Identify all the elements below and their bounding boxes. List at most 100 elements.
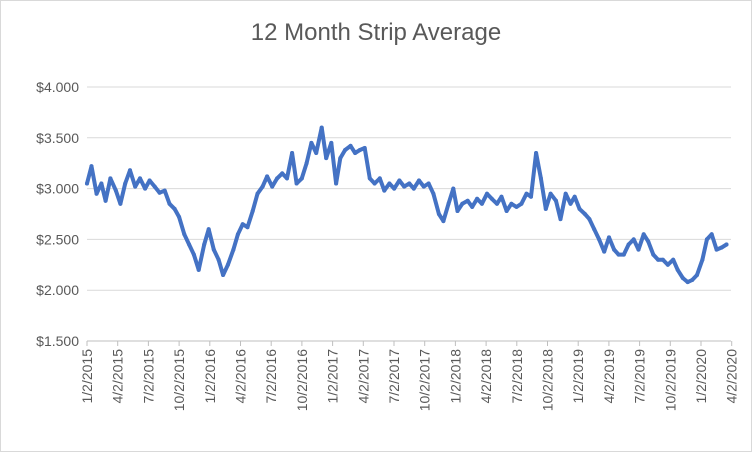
data-point (211, 247, 216, 252)
data-point (568, 201, 573, 206)
data-point (538, 176, 543, 181)
data-point (607, 235, 611, 240)
data-point (152, 184, 157, 189)
series-line (85, 125, 729, 285)
chart-title: 12 Month Strip Average (250, 19, 502, 46)
data-point (680, 276, 685, 280)
data-point (99, 181, 104, 186)
data-point (626, 242, 631, 247)
data-point (103, 198, 108, 203)
data-point (182, 232, 187, 237)
data-point (162, 188, 167, 193)
data-point (558, 217, 563, 222)
y-tick-label: $2.500 (36, 231, 79, 247)
data-point (641, 232, 646, 237)
data-point (675, 267, 680, 272)
data-point (216, 257, 221, 262)
data-point (460, 201, 465, 206)
data-point (240, 222, 245, 227)
data-point (636, 247, 641, 252)
data-point (260, 184, 265, 189)
data-point (290, 151, 295, 155)
data-point (221, 273, 226, 277)
data-point (587, 217, 592, 222)
data-point (202, 242, 207, 247)
data-point (519, 201, 524, 206)
data-point (548, 191, 553, 196)
data-point (191, 252, 196, 257)
data-point (343, 148, 348, 152)
data-point (700, 257, 705, 262)
data-point (709, 232, 714, 237)
data-point (196, 267, 201, 272)
data-point (280, 171, 285, 176)
data-point (407, 181, 412, 186)
data-point (529, 194, 533, 199)
data-point (690, 278, 695, 282)
data-point (685, 280, 690, 285)
data-point (206, 227, 211, 232)
data-point (582, 212, 587, 216)
data-point (225, 262, 230, 267)
data-point (660, 257, 665, 262)
data-point (387, 181, 392, 186)
x-tick-label: 10/2/2019 (662, 349, 678, 411)
x-tick-label: 4/2/2016 (233, 349, 249, 404)
data-point (470, 204, 475, 209)
data-point (543, 206, 548, 211)
data-point (504, 209, 509, 213)
data-point (348, 143, 353, 148)
data-point (509, 201, 514, 206)
x-tick-label: 4/2/2018 (478, 349, 494, 404)
data-point (255, 191, 260, 196)
data-point (382, 188, 387, 193)
data-point (108, 176, 113, 181)
data-point (138, 176, 142, 181)
x-tick-label: 4/2/2019 (601, 349, 617, 404)
x-tick-label: 1/2/2015 (79, 349, 95, 404)
y-tick-label: $2.000 (36, 282, 79, 298)
data-point (465, 198, 470, 203)
data-point (597, 237, 602, 242)
data-point (270, 184, 275, 189)
x-tick-label: 1/2/2018 (447, 349, 463, 404)
data-point (235, 232, 240, 237)
x-tick-label: 7/2/2018 (509, 349, 525, 404)
data-point (172, 206, 177, 211)
data-point (143, 186, 148, 191)
data-point (338, 156, 343, 161)
data-point (572, 194, 577, 199)
data-point (704, 237, 709, 242)
data-point (671, 257, 676, 262)
y-tick-label: $3.500 (36, 130, 79, 146)
x-tick-label: 10/2/2018 (540, 349, 556, 411)
data-point (479, 201, 484, 206)
data-point (441, 219, 446, 224)
data-point (353, 151, 358, 155)
data-point (495, 201, 499, 206)
data-point (397, 178, 402, 183)
x-tick-label: 7/2/2015 (140, 349, 156, 404)
y-tick-label: $1.500 (36, 333, 79, 349)
x-tick-label: 1/2/2017 (325, 349, 341, 404)
data-point (367, 176, 372, 181)
data-point (534, 151, 539, 155)
data-point (451, 186, 456, 191)
data-point (656, 257, 661, 262)
data-point (724, 242, 729, 247)
x-tick-label: 1/2/2016 (202, 349, 218, 404)
data-point (357, 148, 362, 152)
data-point (714, 247, 719, 252)
data-point (113, 188, 118, 193)
data-point (314, 151, 319, 155)
data-point (324, 156, 329, 161)
data-point (402, 184, 407, 189)
data-point (665, 262, 670, 267)
data-point (651, 252, 656, 257)
x-tick-label: 10/2/2016 (294, 349, 310, 411)
data-point (377, 176, 382, 181)
x-tick-label: 4/2/2017 (355, 349, 371, 404)
data-point (475, 196, 480, 201)
